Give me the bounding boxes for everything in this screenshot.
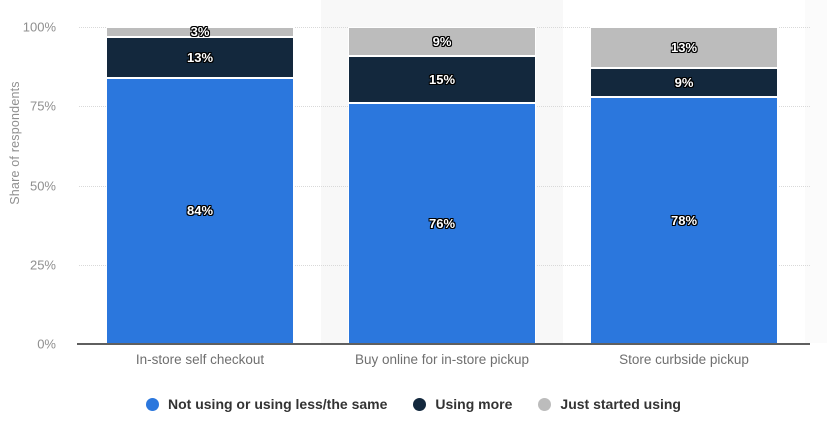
bar-value-label: 78% — [670, 212, 698, 228]
bar-stack: 84% 13% 3% — [106, 0, 294, 344]
bar-segment[interactable]: 76% — [348, 103, 536, 344]
bar-value-label: 13% — [186, 49, 214, 65]
legend-dot — [413, 397, 427, 411]
x-axis-line — [77, 343, 810, 345]
legend-item[interactable]: Not using or using less/the same — [146, 396, 387, 412]
bar-segment[interactable]: 13% — [590, 27, 778, 69]
legend-item[interactable]: Using more — [413, 396, 512, 412]
legend-dot — [146, 397, 159, 411]
bar-value-label: 15% — [428, 71, 456, 87]
legend-label: Not using or using less/the same — [168, 396, 388, 412]
bar-segment[interactable]: 84% — [106, 77, 294, 344]
legend-item[interactable]: Just started using — [538, 396, 681, 412]
bar-value-label: 84% — [186, 203, 214, 219]
right-edge-band — [805, 0, 827, 343]
y-tick-label: 75% — [29, 98, 56, 114]
legend-label: Just started using — [560, 396, 681, 412]
x-category-label: Store curbside pickup — [619, 352, 749, 367]
bar-stack: 76% 15% 9% — [348, 0, 536, 344]
x-category-label: In-store self checkout — [135, 352, 265, 367]
legend: Not using or using less/the same Using mo… — [0, 396, 827, 412]
y-tick-label: 0% — [37, 336, 56, 352]
bar-segment[interactable]: 78% — [590, 96, 778, 344]
y-tick-label: 25% — [29, 257, 56, 273]
y-tick-label: 100% — [22, 19, 56, 35]
bar-value-label: 13% — [670, 40, 698, 56]
bar-value-label: 9% — [674, 74, 694, 90]
bar-segment[interactable]: 3% — [106, 24, 294, 40]
bar-segment[interactable]: 9% — [590, 68, 778, 97]
legend-dot — [538, 397, 552, 411]
bar-value-label: 76% — [428, 216, 456, 232]
legend-label: Using more — [435, 396, 513, 412]
bar-segment[interactable]: 13% — [106, 36, 294, 78]
bar-segment[interactable]: 15% — [348, 55, 536, 104]
x-category-label: Buy online for in-store pickup — [354, 352, 530, 367]
bar-value-label: 9% — [432, 33, 452, 49]
y-tick-label: 50% — [29, 178, 56, 193]
bar-stack: 78% 9% 13% — [590, 0, 778, 344]
bar-segment[interactable]: 9% — [348, 27, 536, 56]
bar-value-label: 3% — [190, 24, 210, 40]
